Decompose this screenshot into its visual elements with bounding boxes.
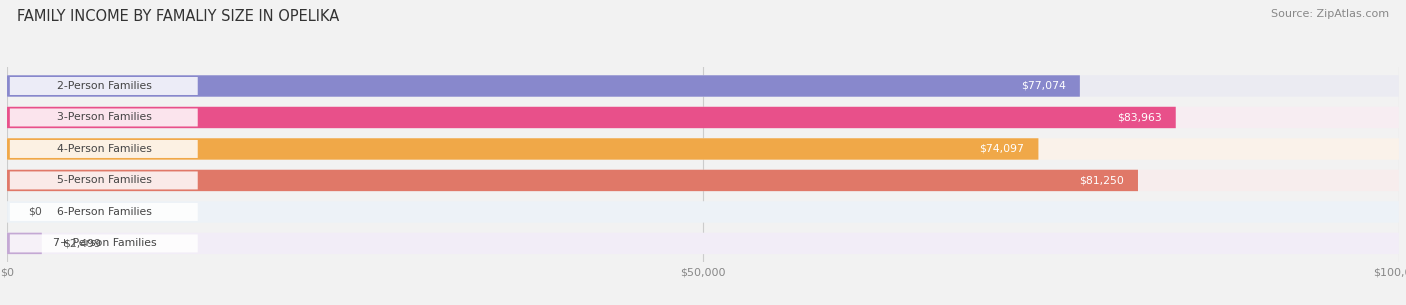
Text: $77,074: $77,074: [1021, 81, 1066, 91]
FancyBboxPatch shape: [10, 171, 198, 189]
FancyBboxPatch shape: [7, 75, 1399, 97]
Text: 7+ Person Families: 7+ Person Families: [52, 239, 156, 248]
Text: 4-Person Families: 4-Person Families: [58, 144, 152, 154]
FancyBboxPatch shape: [7, 138, 1039, 160]
Text: $81,250: $81,250: [1080, 175, 1123, 185]
Text: 3-Person Families: 3-Person Families: [58, 113, 152, 123]
FancyBboxPatch shape: [7, 233, 1399, 254]
FancyBboxPatch shape: [10, 203, 198, 221]
FancyBboxPatch shape: [10, 140, 198, 158]
Text: 2-Person Families: 2-Person Families: [58, 81, 152, 91]
FancyBboxPatch shape: [7, 107, 1399, 128]
Text: 5-Person Families: 5-Person Families: [58, 175, 152, 185]
FancyBboxPatch shape: [7, 170, 1399, 191]
FancyBboxPatch shape: [7, 75, 1080, 97]
FancyBboxPatch shape: [7, 170, 1137, 191]
FancyBboxPatch shape: [10, 235, 198, 253]
Text: Source: ZipAtlas.com: Source: ZipAtlas.com: [1271, 9, 1389, 19]
Text: $74,097: $74,097: [980, 144, 1025, 154]
FancyBboxPatch shape: [7, 233, 42, 254]
FancyBboxPatch shape: [7, 138, 1399, 160]
FancyBboxPatch shape: [10, 109, 198, 127]
Text: FAMILY INCOME BY FAMALIY SIZE IN OPELIKA: FAMILY INCOME BY FAMALIY SIZE IN OPELIKA: [17, 9, 339, 24]
Text: $83,963: $83,963: [1118, 113, 1161, 123]
FancyBboxPatch shape: [7, 107, 1175, 128]
Text: $2,499: $2,499: [63, 239, 101, 248]
FancyBboxPatch shape: [7, 201, 1399, 223]
FancyBboxPatch shape: [10, 77, 198, 95]
Text: $0: $0: [28, 207, 42, 217]
Text: 6-Person Families: 6-Person Families: [58, 207, 152, 217]
